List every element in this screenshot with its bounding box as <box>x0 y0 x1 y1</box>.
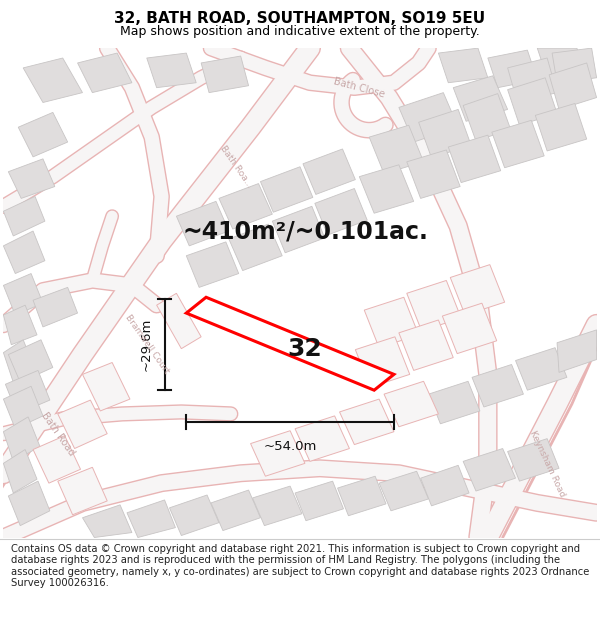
Polygon shape <box>18 112 68 157</box>
Polygon shape <box>77 53 132 92</box>
Polygon shape <box>439 48 488 82</box>
Polygon shape <box>442 303 497 354</box>
Polygon shape <box>4 231 45 274</box>
Polygon shape <box>4 196 45 236</box>
Polygon shape <box>58 400 107 449</box>
Polygon shape <box>552 48 596 82</box>
Polygon shape <box>355 337 410 388</box>
Text: Bath Close: Bath Close <box>332 76 386 99</box>
Polygon shape <box>33 288 77 327</box>
Polygon shape <box>407 281 461 331</box>
Polygon shape <box>364 298 419 348</box>
Polygon shape <box>384 381 439 427</box>
Polygon shape <box>5 371 50 414</box>
Polygon shape <box>4 305 37 345</box>
Polygon shape <box>229 224 282 271</box>
Text: Bramwell Court: Bramwell Court <box>123 313 170 376</box>
Polygon shape <box>428 381 480 424</box>
Polygon shape <box>8 340 53 382</box>
Polygon shape <box>211 490 260 531</box>
Text: ~410m²/~0.101ac.: ~410m²/~0.101ac. <box>182 219 428 243</box>
Polygon shape <box>508 439 559 481</box>
Polygon shape <box>127 500 175 538</box>
Polygon shape <box>33 436 80 483</box>
Polygon shape <box>303 149 355 194</box>
Polygon shape <box>407 150 460 198</box>
Polygon shape <box>260 167 313 212</box>
Polygon shape <box>450 264 505 315</box>
Polygon shape <box>340 399 394 444</box>
Polygon shape <box>187 242 239 288</box>
Polygon shape <box>147 53 196 88</box>
Polygon shape <box>82 362 130 411</box>
Text: ~29.6m: ~29.6m <box>140 318 152 371</box>
Polygon shape <box>535 104 587 151</box>
Text: Bath Roa...: Bath Roa... <box>218 144 254 189</box>
Polygon shape <box>58 468 107 515</box>
Polygon shape <box>419 109 471 158</box>
Polygon shape <box>379 471 428 511</box>
Text: Keynsham Road: Keynsham Road <box>528 429 566 498</box>
Polygon shape <box>295 481 343 521</box>
Polygon shape <box>359 165 413 213</box>
Polygon shape <box>463 94 511 141</box>
Text: Contains OS data © Crown copyright and database right 2021. This information is : Contains OS data © Crown copyright and d… <box>11 544 589 588</box>
Polygon shape <box>295 416 349 461</box>
Polygon shape <box>338 476 386 516</box>
Text: Bath Road: Bath Road <box>39 410 76 458</box>
Polygon shape <box>170 495 219 536</box>
Polygon shape <box>515 348 567 390</box>
Polygon shape <box>219 184 272 229</box>
Polygon shape <box>187 298 394 390</box>
Polygon shape <box>453 76 508 121</box>
Polygon shape <box>488 50 537 88</box>
Polygon shape <box>508 78 557 125</box>
Polygon shape <box>23 58 82 102</box>
Polygon shape <box>399 92 458 142</box>
Polygon shape <box>557 330 596 372</box>
Polygon shape <box>4 417 40 461</box>
Polygon shape <box>492 120 544 168</box>
Polygon shape <box>508 58 557 102</box>
Text: ~54.0m: ~54.0m <box>263 439 317 452</box>
Polygon shape <box>537 48 587 78</box>
Polygon shape <box>448 135 500 182</box>
Polygon shape <box>549 63 596 109</box>
Polygon shape <box>399 320 453 371</box>
Text: Map shows position and indicative extent of the property.: Map shows position and indicative extent… <box>120 24 480 38</box>
Polygon shape <box>315 189 367 235</box>
Polygon shape <box>272 206 325 252</box>
Polygon shape <box>251 431 305 476</box>
Polygon shape <box>157 293 201 349</box>
Polygon shape <box>8 481 50 526</box>
Polygon shape <box>253 486 302 526</box>
Polygon shape <box>8 159 55 198</box>
Polygon shape <box>463 449 515 491</box>
Polygon shape <box>369 125 424 174</box>
Polygon shape <box>4 386 43 429</box>
Polygon shape <box>201 56 248 92</box>
Text: 32, BATH ROAD, SOUTHAMPTON, SO19 5EU: 32, BATH ROAD, SOUTHAMPTON, SO19 5EU <box>115 11 485 26</box>
Text: 32: 32 <box>287 337 322 361</box>
Polygon shape <box>421 466 469 506</box>
Polygon shape <box>4 274 43 315</box>
Polygon shape <box>472 364 523 407</box>
Polygon shape <box>82 505 132 538</box>
Polygon shape <box>4 340 35 382</box>
Polygon shape <box>4 449 37 493</box>
Polygon shape <box>176 201 229 246</box>
